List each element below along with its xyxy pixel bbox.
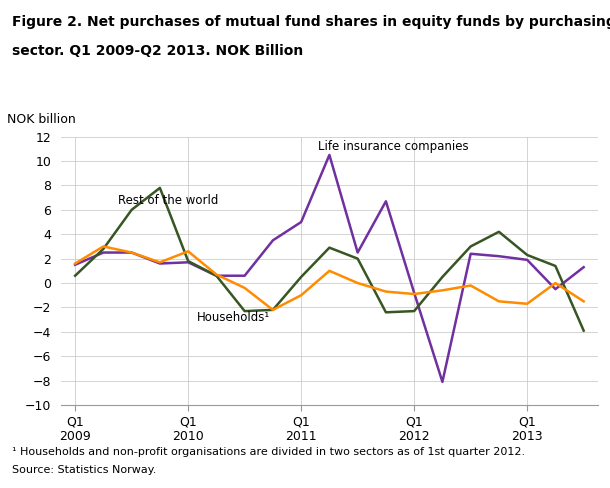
- Text: Source: Statistics Norway.: Source: Statistics Norway.: [12, 465, 157, 474]
- Text: Households¹: Households¹: [196, 311, 270, 324]
- Text: NOK billion: NOK billion: [7, 113, 76, 126]
- Text: sector. Q1 2009-Q2 2013. NOK Billion: sector. Q1 2009-Q2 2013. NOK Billion: [12, 44, 303, 58]
- Text: ¹ Households and non-profit organisations are divided in two sectors as of 1st q: ¹ Households and non-profit organisation…: [12, 447, 525, 456]
- Text: Life insurance companies: Life insurance companies: [318, 140, 468, 153]
- Text: Figure 2. Net purchases of mutual fund shares in equity funds by purchasing: Figure 2. Net purchases of mutual fund s…: [12, 15, 610, 29]
- Text: Rest of the world: Rest of the world: [118, 194, 218, 207]
